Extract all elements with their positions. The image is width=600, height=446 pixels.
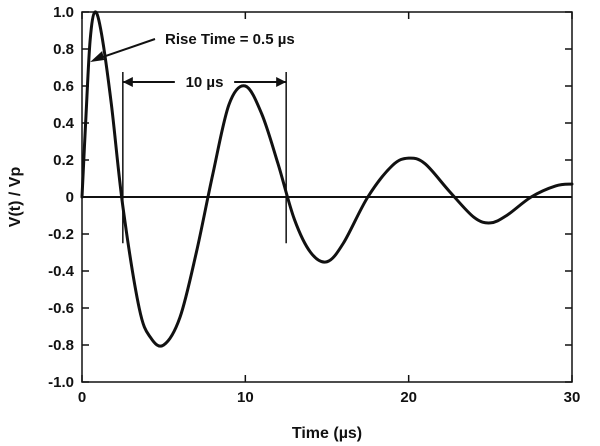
y-tick-label: 0.4 (53, 115, 75, 132)
x-axis-ticks: 0 10 20 30 (78, 12, 581, 406)
y-tick-label: -0.6 (48, 300, 74, 317)
rise-time-arrowhead (90, 50, 105, 62)
x-tick-label: 10 (237, 389, 254, 406)
y-tick-label: 0.2 (53, 152, 74, 169)
period-arrowhead-left (122, 77, 133, 87)
y-tick-label: 0.6 (53, 78, 74, 95)
y-tick-label: 0 (66, 189, 74, 206)
annotations: Rise Time = 0.5 µs 10 µs (90, 31, 295, 244)
rise-time-annotation: Rise Time = 0.5 µs (165, 31, 295, 48)
y-tick-label: 0.8 (53, 41, 74, 58)
y-tick-label: -0.2 (48, 226, 74, 243)
series-line-0 (80, 10, 574, 348)
y-tick-label: -0.4 (48, 263, 75, 280)
rise-time-leader (93, 38, 156, 61)
period-annotation: 10 µs (186, 74, 224, 91)
x-tick-label: 30 (564, 389, 581, 406)
y-axis-label: V(t) / Vp (7, 167, 24, 228)
y-tick-label: -1.0 (48, 374, 74, 391)
x-tick-label: 0 (78, 389, 86, 406)
x-axis-label: Time (µs) (292, 425, 362, 442)
y-tick-label: 1.0 (53, 4, 74, 21)
y-tick-label: -0.8 (48, 337, 74, 354)
x-tick-label: 20 (400, 389, 417, 406)
y-axis-ticks: 1.0 0.8 0.6 0.4 0.2 0 -0.2 -0.4 -0.6 -0.8 -1.0 (48, 4, 572, 391)
period-arrowhead-right (276, 77, 287, 87)
